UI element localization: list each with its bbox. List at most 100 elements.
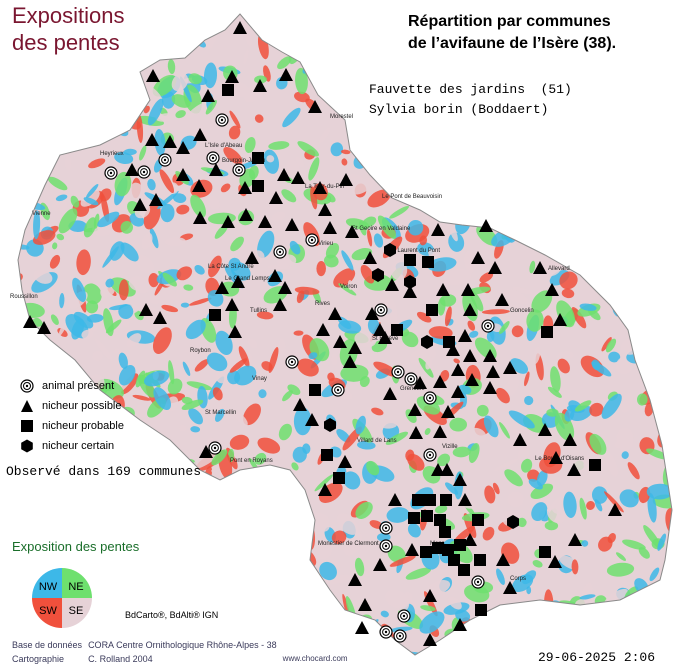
legend-item-probable: nicheur probable [20, 416, 124, 436]
place-label: Villard de Lans [357, 438, 397, 444]
present-marker [379, 539, 393, 553]
atlas-title-line1: Répartition par communes [408, 13, 611, 30]
possible-marker [268, 269, 282, 282]
render-date: 29-06-2025 2:06 [538, 650, 656, 665]
quadrant-nw [32, 568, 62, 598]
possible-marker [125, 163, 139, 176]
possible-marker [239, 208, 253, 221]
possible-marker [176, 141, 190, 154]
legend-item-certain: nicheur certain [20, 436, 124, 456]
atlas-title: Répartition par communes de l’avifaune d… [408, 11, 668, 55]
present-marker [379, 625, 393, 639]
certain-marker [404, 275, 416, 289]
place-label: Le Grand Lemps [225, 276, 270, 282]
certain-marker [324, 418, 336, 432]
present-marker [397, 609, 411, 623]
footer-carto-value: C. Rolland 2004 [88, 654, 153, 664]
possible-marker [446, 343, 460, 356]
legend-label: nicheur possible [42, 400, 122, 412]
place-label: Bourgoin-Jallieu [222, 158, 265, 164]
probable-marker [391, 324, 403, 336]
possible-marker [343, 355, 357, 368]
possible-marker [405, 543, 419, 556]
possible-marker [133, 198, 147, 211]
probable-marker [589, 459, 601, 471]
present-marker [104, 166, 118, 180]
possible-marker [277, 168, 291, 181]
present-marker [393, 629, 407, 643]
possible-marker [488, 261, 502, 274]
possible-marker [339, 173, 353, 186]
possible-marker [176, 168, 190, 181]
possible-marker [291, 171, 305, 184]
present-marker [206, 151, 220, 165]
possible-marker [305, 413, 319, 426]
legend-item-possible: nicheur possible [20, 396, 124, 416]
possible-marker [278, 281, 292, 294]
probable-marker [333, 472, 345, 484]
probable-marker [252, 180, 264, 192]
possible-marker [163, 135, 177, 148]
possible-marker [608, 503, 622, 516]
certain-marker [507, 515, 519, 529]
possible-marker [348, 573, 362, 586]
probable-marker [420, 546, 432, 558]
possible-marker [225, 298, 239, 311]
possible-marker [409, 426, 423, 439]
probable-marker [474, 554, 486, 566]
place-label: Roussillon [10, 294, 38, 300]
present-marker [471, 575, 485, 589]
species-latin-name: Sylvia borin (Boddaert) [369, 102, 549, 117]
place-label: Tullins [250, 308, 267, 314]
probable-marker [209, 309, 221, 321]
place-label: L'Isle d'Abeau [205, 143, 242, 149]
probable-marker [434, 514, 446, 526]
possible-marker [471, 251, 485, 264]
exposure-legend-title: Exposition des pentes [12, 539, 140, 554]
probable-marker [412, 494, 424, 506]
possible-marker [269, 191, 283, 204]
possible-marker [461, 283, 475, 296]
possible-marker [313, 181, 327, 194]
footer-url[interactable]: www.chocard.com [282, 654, 348, 663]
possible-marker [388, 493, 402, 506]
probable-marker [541, 326, 553, 338]
possible-marker [408, 403, 422, 416]
possible-marker [486, 365, 500, 378]
possible-marker [479, 219, 493, 232]
possible-marker [258, 215, 272, 228]
present-marker [305, 233, 319, 247]
place-label: Roybon [190, 348, 211, 354]
place-label: La Côte St André [208, 264, 254, 270]
footer: Base de données CORA Centre Ornithologiq… [12, 638, 354, 666]
present-marker [285, 355, 299, 369]
place-label: Monestier de Clermont [318, 541, 379, 547]
legend-item-present: animal présent [20, 376, 124, 396]
exposure-compass: NW NE SW SE [32, 568, 92, 628]
possible-marker [451, 385, 465, 398]
observed-count: Observé dans 169 communes [6, 464, 202, 479]
possible-marker [238, 181, 252, 194]
possible-marker [209, 163, 223, 176]
possible-marker [153, 311, 167, 324]
possible-marker [451, 363, 465, 376]
possible-marker [463, 349, 477, 362]
possible-marker [355, 621, 369, 634]
possible-marker [345, 225, 359, 238]
possible-marker [465, 373, 479, 386]
possible-marker [146, 69, 160, 82]
place-label: Le Pont de Beauvoisin [382, 194, 442, 200]
present-marker [481, 319, 495, 333]
data-credit: BdCarto®, BdAlti® IGN [125, 610, 219, 620]
possible-marker [545, 283, 559, 296]
possible-marker [348, 341, 362, 354]
certain-marker [384, 243, 396, 257]
probable-marker [426, 304, 438, 316]
present-marker [423, 391, 437, 405]
place-label: Voiron [340, 284, 357, 290]
possible-marker [440, 463, 454, 476]
possible-marker [458, 329, 472, 342]
possible-marker [378, 331, 392, 344]
present-marker [379, 521, 393, 535]
possible-marker [308, 100, 322, 113]
